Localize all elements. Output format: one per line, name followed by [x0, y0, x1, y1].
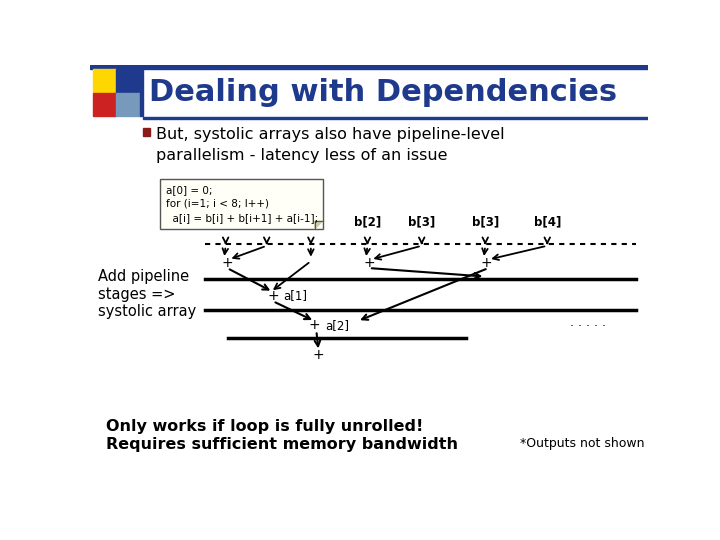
Text: a[i] = b[i] + b[i+1] + a[i-1];: a[i] = b[i] + b[i+1] + a[i-1];	[166, 213, 318, 222]
Bar	[117, 70, 140, 92]
Text: a[1]: a[1]	[284, 289, 307, 302]
Bar	[117, 92, 140, 116]
Bar	[143, 128, 150, 136]
Text: Only works if loop is fully unrolled!: Only works if loop is fully unrolled!	[106, 419, 423, 434]
Text: Requires sufficient memory bandwidth: Requires sufficient memory bandwidth	[106, 437, 457, 451]
Text: *Outputs not shown: *Outputs not shown	[520, 437, 644, 450]
Polygon shape	[315, 221, 323, 229]
Text: b[2]: b[2]	[253, 216, 280, 229]
Text: +: +	[363, 256, 375, 269]
Text: b[2]: b[2]	[354, 216, 381, 229]
Bar	[93, 70, 117, 92]
Text: Dealing with Dependencies: Dealing with Dependencies	[149, 78, 617, 107]
Text: b[3]: b[3]	[472, 216, 499, 229]
Text: +: +	[312, 348, 325, 362]
Bar	[143, 117, 648, 119]
Text: b[4]: b[4]	[534, 216, 561, 229]
Bar	[93, 92, 117, 116]
Bar	[140, 70, 143, 116]
Text: b[3]: b[3]	[408, 216, 436, 229]
Text: for (i=1; i < 8; I++): for (i=1; i < 8; I++)	[166, 199, 269, 209]
Text: +: +	[309, 318, 320, 332]
Text: a[0]: a[0]	[297, 216, 324, 229]
Text: +: +	[221, 256, 233, 269]
Text: . . . . .: . . . . .	[570, 316, 606, 329]
Text: But, systolic arrays also have pipeline-level
parallelism - latency less of an i: But, systolic arrays also have pipeline-…	[156, 127, 505, 163]
Text: +: +	[481, 256, 492, 269]
Text: Add pipeline
stages =>
systolic array: Add pipeline stages => systolic array	[98, 269, 196, 319]
Bar	[160, 179, 323, 229]
Text: b[1]: b[1]	[212, 216, 239, 229]
Text: a[0] = 0;: a[0] = 0;	[166, 185, 212, 195]
Text: a[2]: a[2]	[325, 319, 350, 332]
Bar	[90, 65, 648, 70]
Text: +: +	[267, 289, 279, 303]
